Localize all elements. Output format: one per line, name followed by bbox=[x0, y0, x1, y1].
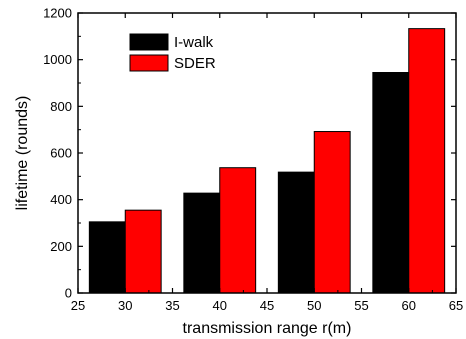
bar-i-walk-30 bbox=[88, 221, 126, 294]
legend-label-i-walk: I-walk bbox=[174, 34, 214, 51]
x-tick-label: 50 bbox=[307, 298, 321, 313]
ticks: 25 30 35 40 45 50 55 60 65 0 200 400 600 800 1000 1200 bbox=[43, 6, 463, 314]
legend-swatch-sder bbox=[129, 54, 169, 72]
bars bbox=[88, 28, 446, 294]
x-tick-label: 35 bbox=[165, 298, 179, 313]
y-axis-title: lifetime (rounds) bbox=[14, 96, 31, 211]
legend-label-sder: SDER bbox=[174, 55, 216, 72]
y-tick-label: 0 bbox=[65, 286, 72, 301]
x-tick-label: 65 bbox=[449, 298, 463, 313]
bar-i-walk-60 bbox=[372, 72, 410, 294]
x-tick-label: 60 bbox=[402, 298, 416, 313]
y-tick-label: 600 bbox=[50, 146, 72, 161]
y-tick-label: 1200 bbox=[43, 6, 72, 21]
y-tick-label: 800 bbox=[50, 99, 72, 114]
bar-sder-50 bbox=[313, 131, 351, 294]
x-tick-label: 45 bbox=[260, 298, 274, 313]
bar-i-walk-40 bbox=[183, 192, 221, 294]
x-tick-label: 40 bbox=[213, 298, 227, 313]
y-tick-label: 400 bbox=[50, 192, 72, 207]
y-tick-label: 1000 bbox=[43, 52, 72, 67]
bar-i-walk-50 bbox=[277, 171, 315, 294]
legend-swatch-i-walk bbox=[129, 33, 169, 51]
x-tick-label: 55 bbox=[354, 298, 368, 313]
x-axis-title: transmission range r(m) bbox=[183, 320, 352, 337]
legend: I-walk SDER bbox=[129, 33, 216, 72]
bar-sder-60 bbox=[408, 28, 446, 294]
bar-sder-40 bbox=[219, 167, 257, 294]
bar-sder-30 bbox=[124, 209, 162, 294]
y-tick-label: 200 bbox=[50, 239, 72, 254]
x-tick-label: 25 bbox=[71, 298, 85, 313]
x-tick-label: 30 bbox=[118, 298, 132, 313]
